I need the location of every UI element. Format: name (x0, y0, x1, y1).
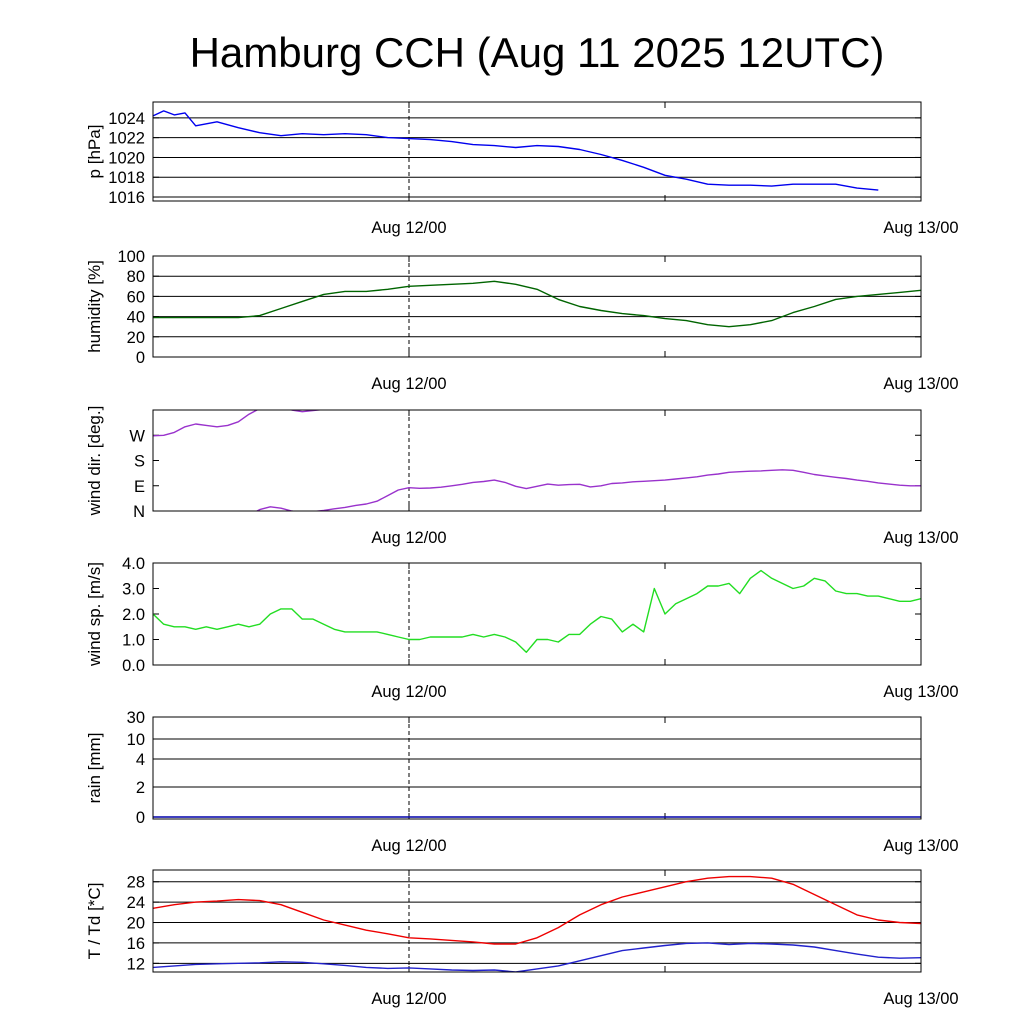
x-tick-label: Aug 13/00 (883, 529, 958, 547)
x-tick-label: Aug 12/00 (371, 990, 446, 1008)
plot-frame (152, 255, 922, 358)
y-tick-label: 0 (136, 809, 145, 827)
y-tick-label: E (134, 478, 145, 496)
y-tick-label: 24 (127, 894, 145, 912)
y-tick-label: 40 (127, 309, 145, 327)
y-tick-label: 10 (127, 731, 145, 749)
y-tick-label: 16 (127, 935, 145, 953)
y-tick-label: 1020 (108, 149, 145, 167)
x-tick-label: Aug 13/00 (883, 837, 958, 855)
y-tick-label: 2.0 (122, 606, 145, 624)
panel-5: 0 2 4 10 30 rain [mm] Aug 12/00 Aug 13/00 (85, 709, 959, 855)
y-axis-label: humidity [%] (85, 260, 104, 353)
y-tick-label: 3.0 (122, 581, 145, 599)
y-tick-label: N (133, 503, 145, 521)
x-tick-label: Aug 12/00 (371, 219, 446, 237)
y-tick-label: 1016 (108, 189, 145, 207)
y-tick-label: 80 (127, 268, 145, 286)
y-tick-label: 60 (127, 288, 145, 306)
plot-frame (152, 562, 922, 666)
series-line-wrapped (255, 469, 921, 511)
series-line-1 (153, 875, 921, 945)
y-axis-label: T / Td [*C] (85, 883, 104, 960)
panel-4: 0.0 1.0 2.0 3.0 4.0 wind sp. [m/s] Aug 12/00 Au… (85, 555, 959, 701)
y-tick-label: S (134, 453, 145, 471)
chart-title: Hamburg CCH (Aug 11 2025 12UTC) (190, 29, 885, 76)
series-line-1 (153, 110, 879, 191)
x-tick-label: Aug 12/00 (371, 529, 446, 547)
y-tick-label: 1022 (108, 130, 145, 148)
y-tick-label: 1024 (108, 110, 145, 128)
series-line-1 (153, 410, 325, 437)
y-tick-label: 20 (127, 329, 145, 347)
plot-frame (152, 869, 922, 973)
y-tick-label: 4.0 (122, 555, 145, 573)
x-tick-label: Aug 12/00 (371, 683, 446, 701)
y-tick-label: 0 (136, 349, 145, 367)
x-tick-label: Aug 12/00 (371, 375, 446, 393)
y-tick-label: 100 (117, 248, 145, 266)
panel-6: 12 16 20 24 28 T / Td [*C] Aug 12/00 Aug 13/00 (85, 869, 959, 1008)
x-tick-label: Aug 13/00 (883, 683, 958, 701)
y-tick-label: 28 (127, 874, 145, 892)
y-tick-label: 30 (127, 709, 145, 727)
x-tick-label: Aug 12/00 (371, 837, 446, 855)
plot-frame (152, 101, 922, 202)
y-axis-label: wind sp. [m/s] (85, 562, 104, 667)
y-tick-label: 0.0 (122, 657, 145, 675)
y-axis-label: rain [mm] (85, 733, 104, 804)
plot-frame (152, 409, 922, 512)
y-tick-label: 2 (136, 779, 145, 797)
x-tick-label: Aug 13/00 (883, 990, 958, 1008)
y-tick-label: 1018 (108, 169, 145, 187)
plot-frame (152, 716, 922, 820)
panel-2: 0 20 40 60 80 100 humidity [%] Aug 12/00 Aug 13/… (85, 248, 959, 393)
series-line-2 (153, 942, 921, 972)
y-tick-label: 1.0 (122, 632, 145, 650)
y-tick-label: 4 (136, 751, 145, 769)
series-line-1 (153, 280, 921, 328)
x-tick-label: Aug 13/00 (883, 375, 958, 393)
series-line-1 (153, 569, 921, 653)
y-axis-label: p [hPa] (85, 125, 104, 179)
x-tick-label: Aug 13/00 (883, 219, 958, 237)
y-tick-label: W (129, 427, 145, 445)
y-axis-label: wind dir. [deg.] (85, 406, 104, 517)
y-tick-label: 12 (127, 955, 145, 973)
y-tick-label: 20 (127, 915, 145, 933)
